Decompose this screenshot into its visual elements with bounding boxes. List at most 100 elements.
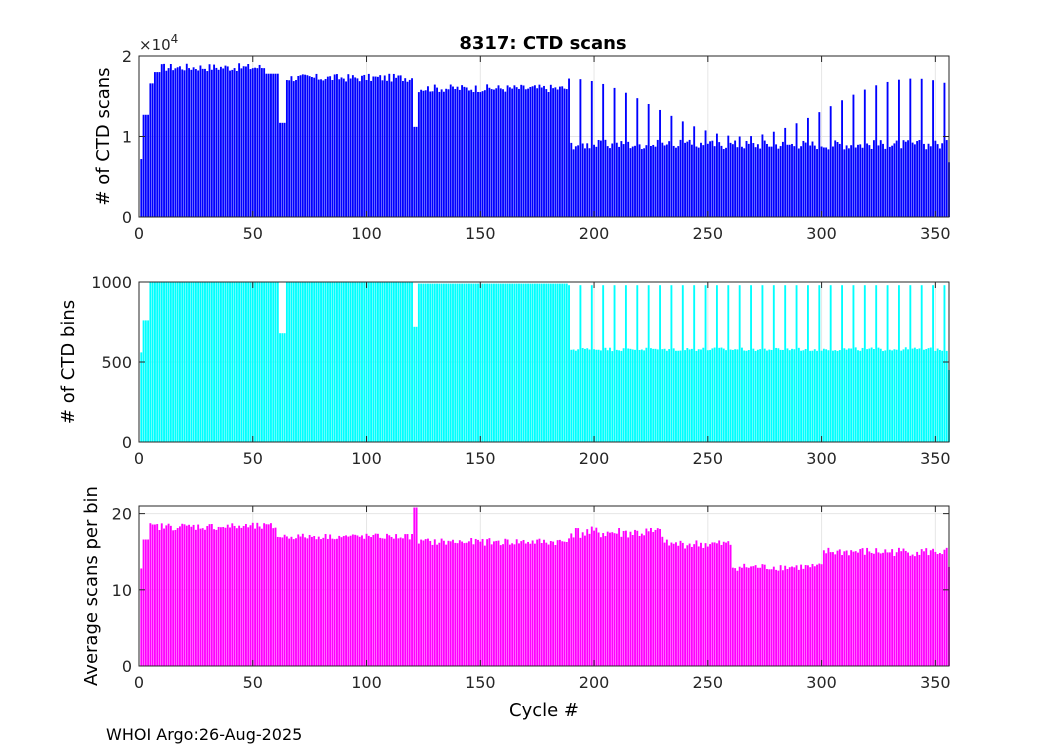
y-tick-label: 1 — [122, 128, 132, 147]
bar — [715, 543, 718, 666]
bar — [916, 551, 919, 666]
bar — [891, 145, 894, 217]
bar — [686, 545, 689, 666]
bar — [547, 544, 550, 666]
bar — [449, 541, 452, 666]
bar — [929, 146, 932, 217]
bar — [754, 565, 757, 666]
bar — [249, 525, 252, 666]
bar — [208, 524, 211, 666]
bar — [838, 143, 841, 217]
bar — [891, 549, 894, 666]
bar — [429, 540, 432, 666]
footer-label: WHOI Argo:26-Aug-2025 — [106, 725, 303, 744]
bar — [695, 540, 698, 666]
bar — [743, 563, 746, 666]
bar — [743, 148, 746, 217]
bar — [786, 144, 789, 217]
bar — [584, 148, 586, 217]
bar — [144, 539, 147, 666]
bar — [781, 141, 784, 217]
bar — [588, 349, 591, 442]
bar — [624, 92, 627, 217]
bar — [750, 566, 752, 666]
x-tick-label: 150 — [465, 449, 496, 468]
bar — [245, 524, 247, 666]
bar — [361, 75, 363, 217]
bar — [652, 348, 655, 442]
bar — [386, 80, 388, 217]
bar — [756, 567, 759, 666]
bar — [647, 531, 650, 666]
bar — [595, 527, 598, 666]
bar — [483, 90, 486, 217]
bar — [745, 350, 748, 442]
bar — [422, 283, 425, 442]
bar — [224, 282, 227, 442]
bar — [650, 527, 652, 666]
bar — [859, 350, 862, 442]
bar — [251, 522, 254, 666]
bar — [850, 145, 853, 217]
bar — [618, 146, 621, 217]
bar — [513, 85, 516, 217]
bar — [272, 528, 275, 666]
bar — [722, 149, 725, 217]
bar — [427, 86, 429, 217]
x-tick-label: 200 — [579, 224, 610, 243]
bar — [807, 117, 809, 217]
bar — [402, 538, 404, 666]
bar — [543, 539, 545, 666]
bar — [208, 64, 211, 218]
bar — [763, 564, 766, 666]
bar — [404, 534, 407, 666]
bar — [852, 94, 855, 217]
bar — [381, 282, 384, 442]
bar — [372, 534, 375, 666]
bar — [511, 543, 514, 666]
bar — [529, 543, 532, 666]
bar — [618, 528, 621, 666]
x-tick-label: 300 — [806, 449, 837, 468]
bar — [597, 532, 600, 666]
x-axis-label: Cycle # — [509, 700, 579, 721]
bar — [907, 349, 909, 442]
bar — [579, 537, 582, 666]
y-tick-label: 0 — [122, 657, 132, 676]
bar — [925, 548, 928, 666]
bar — [606, 350, 609, 442]
bar — [436, 87, 438, 217]
bar — [292, 81, 295, 217]
bar — [847, 555, 850, 666]
bar — [577, 528, 580, 666]
bar — [604, 536, 607, 666]
bar — [144, 114, 147, 217]
bar — [663, 145, 666, 217]
bar — [802, 350, 805, 442]
bar — [429, 91, 432, 217]
bar — [572, 349, 575, 442]
bar — [529, 283, 532, 442]
bar — [868, 551, 871, 666]
bar — [179, 66, 181, 217]
bar — [843, 551, 846, 666]
bar — [185, 63, 188, 218]
bar — [679, 540, 682, 666]
bar — [222, 526, 225, 666]
y-axis-label: Average scans per bin — [81, 486, 102, 686]
bar — [276, 282, 279, 442]
bar — [909, 285, 912, 442]
bar — [736, 147, 739, 217]
bar — [315, 282, 318, 442]
bar — [731, 144, 734, 217]
bar — [493, 283, 495, 442]
bar — [690, 348, 693, 442]
bar — [213, 64, 216, 217]
bar — [756, 144, 759, 217]
bar — [433, 283, 436, 442]
bar — [638, 144, 641, 217]
bar — [310, 77, 313, 217]
bar — [549, 283, 552, 442]
x-tick-label: 200 — [579, 673, 610, 692]
bar — [215, 282, 218, 442]
